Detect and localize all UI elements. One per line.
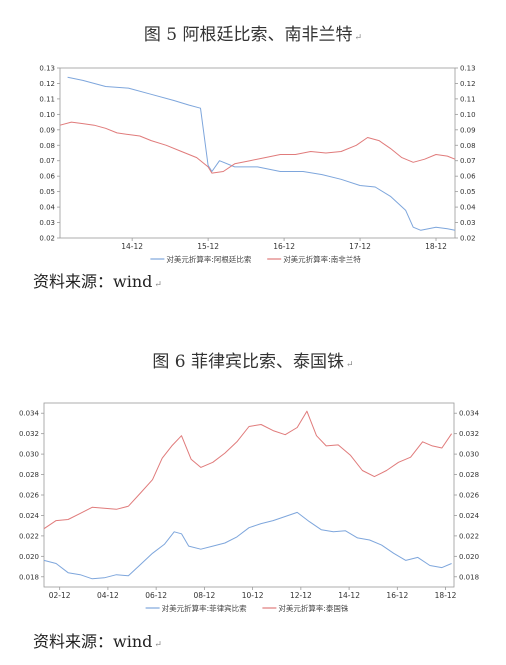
y-tick-label-right: 0.03 (460, 219, 476, 227)
y-tick-label-right: 0.12 (460, 80, 476, 88)
legend-item-label: 对美元折算率:南非兰特 (283, 254, 361, 264)
figure1-title: 图 5 阿根廷比索、南非兰特 ↵ (143, 25, 363, 45)
y-tick-label-right: 0.07 (460, 157, 476, 165)
x-tick-label: 17-12 (349, 242, 371, 251)
legend-item-label: 对美元折算率:菲律宾比索 (162, 603, 248, 613)
y-tick-label-left: 0.018 (19, 573, 39, 581)
y-tick-label-left: 0.026 (19, 492, 40, 500)
y-tick-label-right: 0.09 (460, 126, 476, 134)
y-tick-label-left: 0.11 (39, 95, 55, 103)
x-tick-label: 14-12 (338, 591, 360, 600)
y-tick-label-left: 0.12 (39, 80, 55, 88)
y-tick-label-right: 0.02 (460, 235, 476, 243)
paragraph-mark-icon: ↵ (346, 360, 354, 370)
y-tick-label-right: 0.022 (459, 532, 479, 540)
series-line-blue (43, 511, 452, 580)
y-tick-label-left: 0.03 (39, 219, 55, 227)
y-tick-label-right: 0.026 (459, 492, 480, 500)
legend-item-label: 对美元折算率:泰国铢 (278, 603, 349, 613)
y-tick-label-left: 0.09 (39, 126, 55, 134)
y-tick-label-right: 0.13 (460, 65, 476, 73)
y-tick-label-left: 0.08 (39, 142, 55, 150)
y-tick-label-right: 0.11 (460, 95, 476, 103)
paragraph-mark-icon: ↵ (154, 640, 162, 650)
y-tick-label-left: 0.024 (19, 512, 40, 520)
x-tick-label: 06-12 (145, 591, 167, 600)
y-tick-label-right: 0.020 (459, 553, 479, 561)
plot-frame (43, 402, 455, 588)
x-tick-label: 08-12 (193, 591, 215, 600)
y-tick-label-left: 0.10 (39, 111, 55, 119)
y-tick-label-right: 0.06 (460, 173, 476, 181)
x-tick-label: 18-12 (435, 591, 457, 600)
y-tick-label-right: 0.032 (459, 430, 479, 438)
series-line-blue (67, 76, 456, 231)
y-tick-label-right: 0.10 (460, 111, 476, 119)
x-tick-label: 16-12 (386, 591, 408, 600)
y-tick-label-right: 0.08 (460, 142, 476, 150)
y-tick-label-right: 0.05 (460, 188, 476, 196)
plot-frame (59, 67, 456, 239)
x-tick-label: 15-12 (197, 242, 219, 251)
y-tick-label-left: 0.13 (39, 65, 55, 73)
chart-argentina-southafrica: 0.02 0.02 0.03 0.03 0.04 0.04 0.05 0.05 0.06 0.06… (39, 65, 476, 265)
x-tick-label: 04-12 (97, 591, 119, 600)
series-line-red (59, 121, 456, 174)
y-tick-label-right: 0.04 (460, 204, 476, 212)
y-tick-label-left: 0.02 (39, 235, 55, 243)
figure1-source: 资料来源：wind ↵ (33, 272, 162, 291)
legend-item-label: 对美元折算率:阿根廷比索 (166, 254, 252, 264)
y-tick-label-left: 0.030 (19, 451, 39, 459)
paragraph-mark-icon: ↵ (154, 280, 162, 290)
legend: 对美元折算率:菲律宾比索 对美元折算率:泰国铢 (145, 603, 349, 613)
figure2-title: 图 6 菲律宾比索、泰国铢 ↵ (152, 352, 354, 372)
y-tick-label-left: 0.04 (39, 204, 55, 212)
paragraph-mark-icon: ↵ (354, 33, 363, 43)
y-tick-label-right: 0.024 (459, 512, 480, 520)
x-tick-label: 16-12 (273, 242, 295, 251)
x-tick-label: 10-12 (242, 591, 264, 600)
y-tick-label-left: 0.028 (19, 471, 39, 479)
y-tick-label-left: 0.05 (39, 188, 55, 196)
y-tick-label-left: 0.07 (39, 157, 55, 165)
y-tick-label-right: 0.018 (459, 573, 479, 581)
y-tick-label-right: 0.028 (459, 471, 479, 479)
y-tick-label-left: 0.06 (39, 173, 55, 181)
y-tick-label-right: 0.030 (459, 451, 479, 459)
x-tick-label: 18-12 (425, 242, 447, 251)
legend: 对美元折算率:阿根廷比索 对美元折算率:南非兰特 (150, 254, 361, 264)
x-tick-label: 12-12 (290, 591, 312, 600)
y-tick-label-left: 0.032 (19, 430, 39, 438)
x-tick-label: 14-12 (121, 242, 143, 251)
series-line-red (43, 410, 453, 530)
figure2-source: 资料来源：wind ↵ (33, 632, 162, 651)
y-tick-label-left: 0.022 (19, 532, 39, 540)
y-tick-label-left: 0.020 (19, 553, 39, 561)
x-tick-label: 02-12 (49, 591, 71, 600)
chart-philippines-thailand: 0.018 0.018 0.020 0.020 0.022 0.022 0.024 0.024… (19, 402, 480, 613)
y-tick-label-left: 0.034 (19, 410, 40, 418)
y-tick-label-right: 0.034 (459, 410, 480, 418)
